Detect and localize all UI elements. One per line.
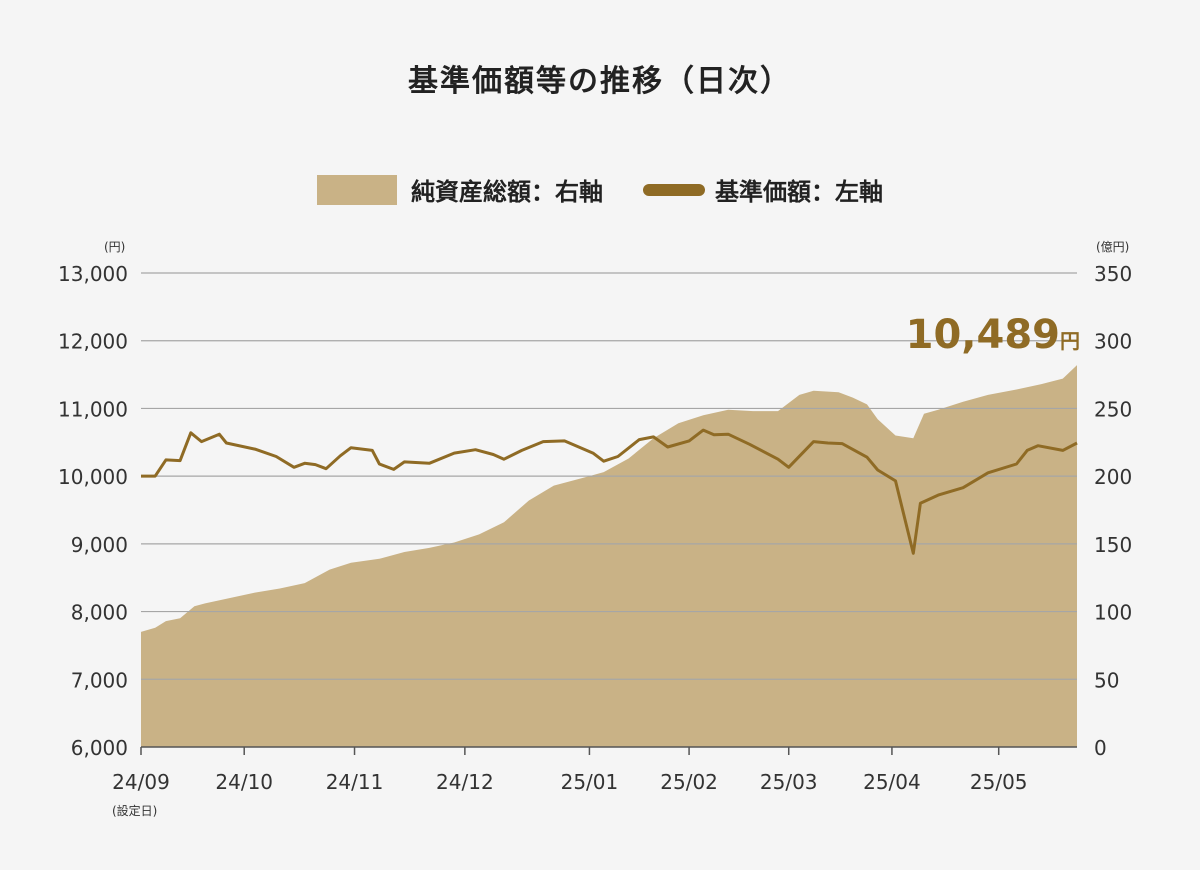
left-tick-label: 12,000 [58,330,128,354]
nav-line [141,428,1078,555]
first-date-note: (設定日) [112,804,158,818]
legend-swatch-area [317,174,397,205]
left-tick-label: 9,000 [71,533,128,557]
left-tick-label: 11,000 [58,397,128,421]
right-tick-label: 50 [1094,668,1119,692]
left-axis-unit: (円) [104,240,126,254]
latest-value: 10,489 [905,312,1060,358]
x-tick-label: 24/09 [112,770,170,794]
right-tick-label: 300 [1094,330,1132,354]
chart-title: 基準価額等の推移（日次） [408,64,792,99]
legend-item-nav: 基準価額：左軸 [643,172,883,207]
legend: 純資産総額：右軸 基準価額：左軸 [0,172,1200,207]
right-axis-unit: (億円) [1096,240,1130,254]
x-tick-label: 24/12 [436,770,494,794]
x-tick-label: 25/02 [660,770,718,794]
x-tick-label: 24/11 [326,770,384,794]
left-tick-label: 13,000 [58,262,128,286]
x-tick-label: 25/01 [561,770,619,794]
left-tick-label: 7,000 [71,668,128,692]
legend-item-net-assets: 純資産総額：右軸 [317,172,603,207]
net-assets-area [141,365,1077,747]
right-tick-label: 150 [1094,533,1132,557]
left-tick-label: 10,000 [58,465,128,489]
latest-value-unit: 円 [1060,329,1080,353]
legend-label-net-assets: 純資産総額：右軸 [411,178,603,206]
left-tick-label: 6,000 [71,736,128,760]
right-tick-label: 0 [1094,736,1107,760]
right-tick-label: 200 [1094,465,1132,489]
legend-label-nav: 基準価額：左軸 [715,178,883,206]
latest-value-label: 10,489円 [906,312,1080,358]
x-tick-label: 25/04 [863,770,921,794]
x-tick-label: 24/10 [215,770,273,794]
right-tick-label: 100 [1094,601,1132,625]
right-tick-label: 350 [1094,262,1132,286]
legend-swatch-line [643,183,705,196]
left-tick-label: 8,000 [71,601,128,625]
right-tick-label: 250 [1094,397,1132,421]
x-tick-label: 25/03 [760,770,818,794]
x-tick-label: 25/05 [970,770,1028,794]
